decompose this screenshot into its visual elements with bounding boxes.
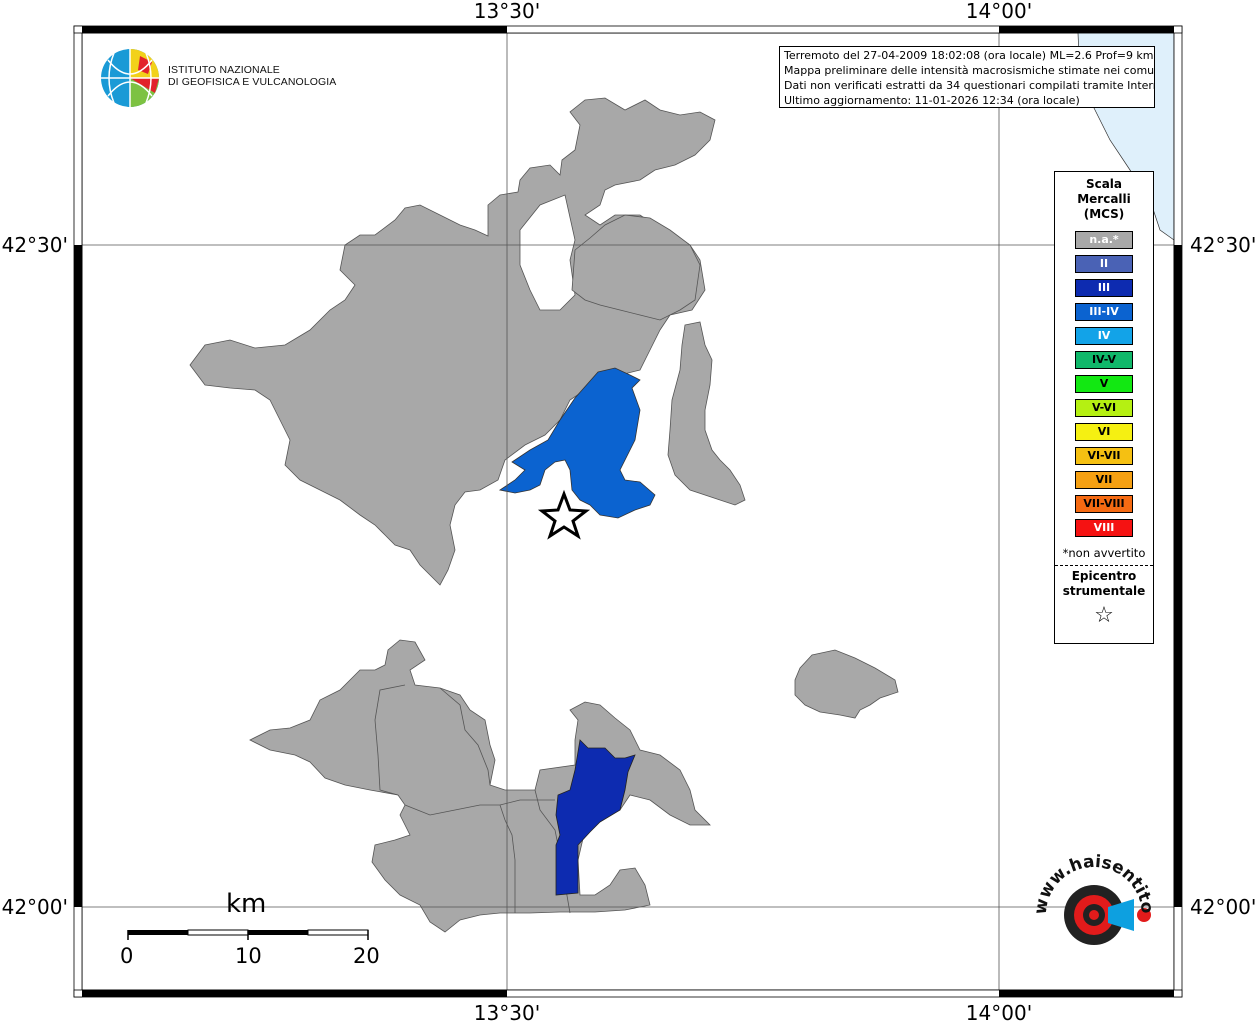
legend-item-ivv: IV-V bbox=[1075, 351, 1133, 369]
lon-label-bottom-1400: 14°00' bbox=[966, 1001, 1032, 1024]
lon-label-bottom-1330: 13°30' bbox=[474, 1001, 540, 1024]
scale-bar bbox=[127, 929, 369, 940]
legend-items: n.a.* II III III-IV IV IV-V V V-VI VI VI-VII VII VI… bbox=[1055, 231, 1153, 537]
municipality-iii-iv bbox=[498, 367, 656, 519]
municipality-na-ne bbox=[571, 214, 701, 321]
scale-label-10: 10 bbox=[235, 944, 262, 968]
legend-item-vvi: V-VI bbox=[1075, 399, 1133, 417]
epicenter-star bbox=[537, 489, 591, 540]
mcs-legend: Scala Mercalli (MCS) n.a.* II III III-IV IV I… bbox=[1054, 171, 1154, 644]
event-info-line2: Mappa preliminare delle intensità macros… bbox=[784, 64, 1155, 77]
scale-label-0: 0 bbox=[120, 944, 134, 968]
institute-name-line1: ISTITUTO NAZIONALE bbox=[168, 64, 280, 76]
legend-title: Scala Mercalli (MCS) bbox=[1077, 177, 1131, 221]
event-info-line3: Dati non verificati estratti da 34 quest… bbox=[784, 79, 1155, 92]
event-info-box: Terremoto del 27-04-2009 18:02:08 (ora l… bbox=[779, 46, 1155, 108]
legend-item-v: V bbox=[1075, 375, 1133, 393]
legend-epicentre: Epicentro strumentale bbox=[1062, 569, 1146, 598]
lat-label-right-4200: 42°00' bbox=[1190, 895, 1256, 919]
ingv-logo: ISTITUTO NAZIONALE DI GEOFISICA E VULCAN… bbox=[100, 48, 336, 108]
legend-item-iv: IV bbox=[1075, 327, 1133, 345]
legend-item-ii: II bbox=[1075, 255, 1133, 273]
institute-name-line2: DI GEOFISICA E VULCANOLOGIA bbox=[168, 76, 337, 88]
municipality-na-south bbox=[249, 639, 711, 933]
legend-item-vi: VI bbox=[1075, 423, 1133, 441]
lat-label-left-4230: 42°30' bbox=[2, 233, 68, 257]
event-info-line1: Terremoto del 27-04-2009 18:02:08 (ora l… bbox=[784, 49, 1154, 62]
legend-item-na: n.a.* bbox=[1075, 231, 1133, 249]
legend-separator bbox=[1055, 565, 1153, 566]
lon-label-top-1400: 14°00' bbox=[966, 0, 1032, 23]
legend-item-iii: III bbox=[1075, 279, 1133, 297]
frame-border bbox=[73, 25, 1183, 998]
legend-star-icon: ☆ bbox=[1094, 603, 1114, 628]
legend-item-vii: VII bbox=[1075, 471, 1133, 489]
municipality-na-ese bbox=[794, 649, 899, 719]
white-gap bbox=[519, 194, 576, 311]
legend-item-viii: VIII bbox=[1075, 519, 1133, 537]
scale-unit: km bbox=[226, 889, 267, 919]
event-info-line4: Ultimo aggiornamento: 11-01-2026 12:34 (… bbox=[784, 94, 1080, 107]
municipality-na-north bbox=[189, 97, 716, 586]
scale-label-20: 20 bbox=[353, 944, 380, 968]
lat-label-right-4230: 42°30' bbox=[1190, 233, 1256, 257]
legend-note: *non avvertito bbox=[1062, 546, 1146, 560]
legend-item-iiiiv: III-IV bbox=[1075, 303, 1133, 321]
ingv-globe-icon bbox=[101, 49, 159, 107]
lon-label-top-1330: 13°30' bbox=[474, 0, 540, 23]
municipality-iii bbox=[555, 739, 636, 896]
legend-item-vivii: VI-VII bbox=[1075, 447, 1133, 465]
lat-label-left-4200: 42°00' bbox=[2, 895, 68, 919]
legend-item-viiviii: VII-VIII bbox=[1075, 495, 1133, 513]
municipality-na-east bbox=[667, 321, 746, 506]
